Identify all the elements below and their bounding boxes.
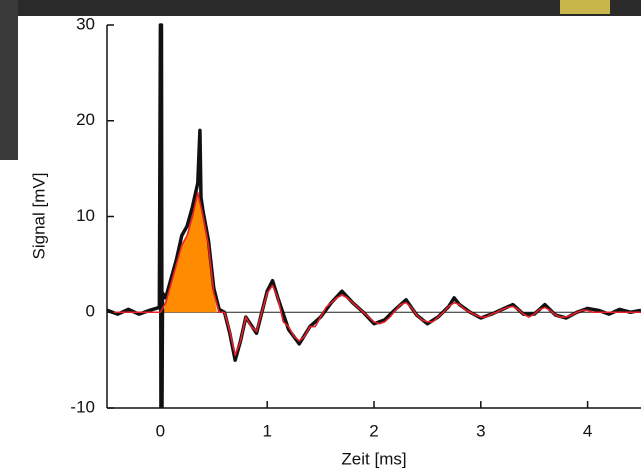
x-tick-label: 4 — [583, 421, 592, 440]
y-tick-label: 30 — [76, 14, 95, 33]
x-tick-label: 0 — [156, 421, 165, 440]
x-tick-label: 1 — [262, 421, 271, 440]
x-axis-label: Zeit [ms] — [341, 449, 406, 468]
plot: -10 0 10 20 30 0 1 2 3 4 — [70, 14, 641, 440]
x-tick-label: 3 — [476, 421, 485, 440]
photo-strip — [0, 0, 18, 160]
y-tick-label: 20 — [76, 110, 95, 129]
plot-background — [18, 16, 641, 476]
y-tick-label: 0 — [86, 302, 95, 321]
data-layer — [107, 23, 641, 408]
y-tick-label: -10 — [70, 397, 95, 416]
y-tick-label: 10 — [76, 206, 95, 225]
signal-line — [107, 191, 641, 357]
x-tick-label: 2 — [369, 421, 378, 440]
photo-highlight — [560, 0, 610, 14]
y-axis-label: Signal [mV] — [29, 173, 48, 260]
photo-strip — [0, 0, 641, 16]
